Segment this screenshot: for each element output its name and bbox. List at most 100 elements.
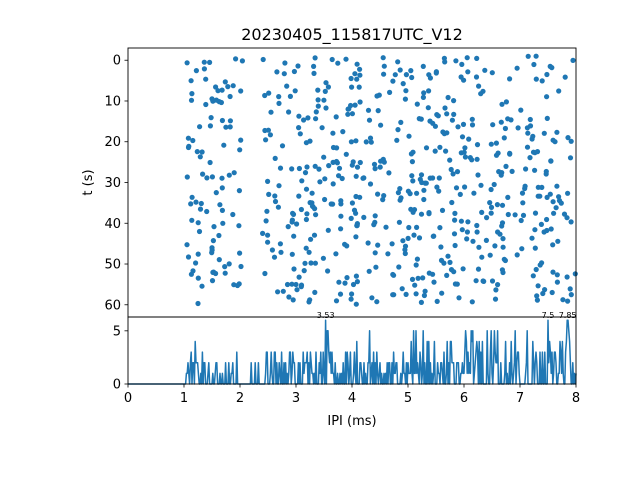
raster-point — [193, 199, 199, 205]
raster-point — [321, 97, 327, 103]
raster-point — [309, 190, 315, 196]
raster-point — [452, 210, 458, 216]
raster-point — [549, 289, 555, 296]
histogram-x-ticks: 0 1 2 3 4 5 6 7 8 — [124, 384, 580, 406]
raster-point — [333, 114, 339, 120]
raster-point — [207, 59, 213, 65]
raster-point — [422, 288, 428, 294]
raster-point — [207, 159, 213, 166]
raster-point — [418, 172, 425, 178]
raster-point — [534, 149, 541, 155]
raster-point — [426, 210, 432, 216]
raster-point — [354, 61, 360, 67]
raster-point — [462, 184, 468, 190]
raster-point — [389, 241, 395, 247]
raster-point — [499, 267, 505, 273]
raster-point — [227, 93, 233, 100]
raster-point — [184, 242, 190, 248]
raster-point — [365, 107, 372, 113]
raster-point — [452, 217, 458, 223]
raster-point — [294, 287, 300, 293]
raster-point — [435, 113, 441, 119]
raster-point — [502, 257, 508, 264]
raster-point — [353, 273, 359, 279]
raster-point — [479, 209, 485, 215]
raster-point — [515, 125, 521, 131]
raster-point — [264, 208, 270, 214]
raster-point — [316, 166, 322, 172]
raster-point — [279, 143, 286, 149]
raster-point — [188, 201, 194, 207]
raster-point — [312, 55, 318, 61]
raster-point — [383, 224, 389, 230]
raster-point — [488, 204, 495, 210]
raster-point — [333, 251, 339, 257]
raster-point — [405, 235, 411, 241]
raster-point — [409, 159, 415, 165]
raster-point — [309, 203, 316, 209]
raster-point — [471, 190, 477, 196]
raster-point — [295, 63, 301, 69]
raster-point — [323, 80, 329, 86]
raster-point — [265, 239, 271, 245]
raster-point — [556, 194, 562, 200]
raster-point — [492, 296, 499, 302]
histogram-x-tick-label: 2 — [236, 391, 244, 406]
raster-point — [188, 78, 194, 84]
raster-panel: 0 10 20 30 40 50 60 t (s) — [81, 47, 578, 318]
raster-point — [199, 149, 205, 155]
raster-point — [554, 183, 560, 189]
raster-point — [432, 148, 438, 154]
raster-point — [344, 275, 350, 281]
raster-point — [459, 61, 465, 67]
raster-point — [195, 220, 201, 226]
raster-point — [455, 124, 461, 130]
raster-point — [199, 283, 205, 289]
raster-point — [375, 108, 381, 114]
raster-point — [572, 271, 578, 277]
raster-point — [436, 175, 442, 181]
raster-point — [539, 78, 545, 84]
raster-point — [550, 242, 556, 248]
raster-point — [276, 94, 282, 100]
raster-point — [460, 266, 466, 272]
raster-point — [221, 142, 227, 148]
raster-point — [303, 216, 309, 223]
raster-point — [550, 199, 556, 205]
raster-point — [448, 267, 455, 273]
raster-point — [505, 194, 511, 200]
raster-point — [262, 127, 268, 134]
raster-point — [350, 281, 357, 288]
raster-point — [315, 87, 321, 93]
raster-point — [450, 171, 456, 177]
raster-y-label: t (s) — [81, 169, 96, 195]
raster-point — [547, 63, 553, 69]
raster-point — [441, 131, 447, 137]
raster-point — [514, 65, 520, 71]
raster-point — [535, 184, 541, 190]
raster-point — [524, 144, 531, 150]
raster-point — [326, 163, 332, 169]
raster-point — [225, 84, 231, 90]
raster-point — [421, 90, 427, 96]
raster-point — [230, 211, 236, 218]
raster-point — [296, 165, 302, 172]
raster-point — [313, 116, 319, 122]
raster-point — [462, 154, 468, 160]
raster-point — [495, 150, 501, 156]
raster-point — [532, 245, 538, 251]
raster-point — [377, 164, 383, 170]
raster-point — [330, 130, 336, 136]
raster-point — [325, 268, 331, 274]
raster-point — [276, 100, 282, 106]
raster-point — [554, 272, 560, 278]
raster-point — [460, 121, 467, 127]
raster-point — [544, 71, 550, 78]
raster-point — [266, 191, 272, 197]
raster-point — [262, 92, 268, 99]
raster-point — [518, 107, 524, 113]
raster-point — [520, 200, 526, 206]
raster-point — [490, 122, 496, 128]
raster-point — [219, 87, 225, 93]
raster-point — [321, 154, 327, 160]
